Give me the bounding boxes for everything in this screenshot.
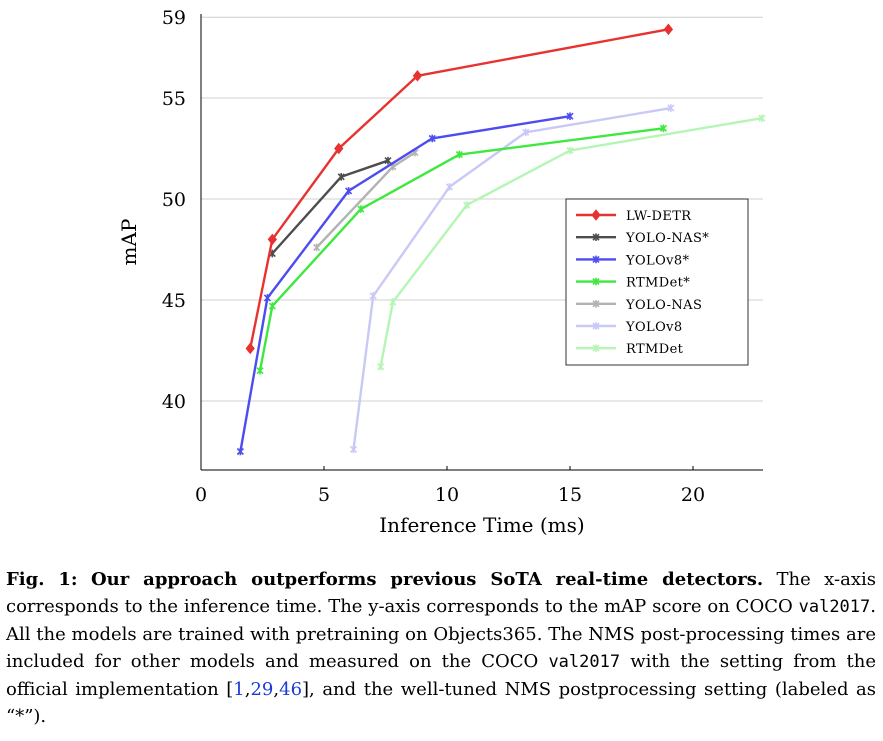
legend-marker-yolo-nas (592, 300, 600, 308)
point-yolov8-4 (667, 104, 675, 112)
series-yolo-nas-star (268, 156, 392, 258)
series-yolov8 (349, 104, 675, 454)
y-axis-label: mAP (117, 219, 141, 266)
series-lw-detr (245, 23, 674, 355)
y-tick-label-55: 55 (162, 88, 186, 110)
point-rtmdet-star-1 (268, 302, 276, 310)
citation-link-2[interactable]: 29 (250, 679, 274, 700)
point-yolov8-1 (369, 292, 377, 300)
x-axis-label: Inference Time (ms) (379, 513, 584, 537)
point-yolov8-0 (349, 445, 358, 454)
point-rtmdet-star-3 (455, 150, 463, 159)
point-rtmdet-star-4 (659, 124, 668, 133)
legend-marker-yolov8-star (592, 255, 600, 264)
legend-label-rtmdet: RTMDet (626, 342, 684, 357)
y-tick-label-40: 40 (162, 391, 186, 413)
x-tick-label-10: 10 (435, 484, 459, 506)
caption-text-1: The x-axis corresponds to the inference … (6, 569, 876, 617)
point-yolov8-star-2 (345, 187, 353, 195)
caption-code-2: val2017 (548, 652, 621, 672)
legend-label-lw-detr: LW-DETR (626, 209, 692, 224)
caption-label: Fig. 1: (6, 569, 78, 590)
caption-text-4: ], and the well-tuned NMS postprocessing… (6, 679, 876, 727)
tick-labels: 0 5 10 15 20 40 45 50 55 59 (162, 7, 705, 506)
caption-text-3: with the setting from the official imple… (6, 651, 876, 700)
figure-caption: Fig. 1: Our approach outperforms previou… (6, 569, 876, 727)
point-rtmdet-4 (758, 114, 766, 122)
legend-label-rtmdet-star: RTMDet* (626, 276, 690, 291)
series-layer (236, 23, 766, 456)
x-tick-label-5: 5 (318, 484, 330, 506)
point-rtmdet-0 (377, 362, 385, 371)
point-yolov8-2 (445, 183, 454, 191)
line-yolo-nas (315, 151, 416, 249)
legend-label-yolov8-star: YOLOv8* (625, 253, 690, 268)
legend-marker-yolo-nas-star (592, 233, 600, 241)
line-yolo-nas-star (271, 159, 389, 255)
y-tick-label-50: 50 (162, 189, 186, 211)
legend-label-yolo-nas: YOLO-NAS (625, 298, 702, 313)
point-yolov8-star-0 (236, 447, 244, 456)
legend-marker-rtmdet-star (592, 277, 600, 286)
point-yolo-nas-0 (313, 243, 321, 252)
legend-label-yolo-nas-star: YOLO-NAS* (625, 231, 709, 246)
y-tick-label-45: 45 (162, 290, 186, 312)
x-tick-label-0: 0 (195, 484, 207, 506)
point-yolov8-3 (522, 128, 530, 137)
point-yolov8-star-3 (428, 134, 436, 143)
caption-text-2: . All the models are trained with pretra… (6, 596, 876, 672)
legend-marker-lw-detr (591, 209, 601, 221)
axes-frame (200, 14, 763, 471)
legend: LW-DETR YOLO-NAS* YOLOv8* RTMDet* YOLO-NAS YO… (565, 198, 749, 366)
point-rtmdet-3 (566, 146, 574, 155)
point-rtmdet-2 (463, 201, 471, 209)
point-yolov8-star-4 (566, 112, 574, 120)
series-yolov8-star (236, 112, 574, 456)
chart-figure: 0 5 10 15 20 40 45 50 55 59 LW-DETR YOLO-NAS* YOLOv… (117, 7, 766, 537)
series-rtmdet-star (256, 124, 668, 375)
caption-headline: Our approach outperforms previous SoTA r… (90, 569, 764, 590)
legend-marker-yolov8 (592, 322, 600, 330)
line-chart: 0 5 10 15 20 40 45 50 55 59 LW-DETR YOLO-NAS* YOLOv… (117, 7, 766, 537)
caption-code-1: val2017 (798, 597, 871, 617)
point-rtmdet-star-2 (357, 205, 365, 213)
point-lw-detr-3 (412, 69, 423, 82)
point-yolov8-star-1 (263, 294, 271, 302)
x-tick-label-15: 15 (558, 484, 582, 506)
point-yolo-nas-star-2 (384, 156, 392, 165)
citation-link-3[interactable]: 46 (279, 679, 303, 700)
series-rtmdet (377, 114, 766, 371)
point-lw-detr-0 (245, 342, 255, 355)
point-lw-detr-1 (267, 233, 277, 246)
citation-link-1[interactable]: 1 (233, 679, 245, 700)
point-rtmdet-1 (389, 298, 397, 306)
y-tick-label-59: 59 (162, 7, 186, 29)
point-lw-detr-4 (663, 23, 674, 36)
series-yolo-nas (313, 148, 419, 252)
point-yolo-nas-star-1 (337, 172, 345, 181)
x-tick-label-20: 20 (681, 484, 705, 506)
legend-label-yolov8: YOLOv8 (625, 320, 683, 335)
legend-marker-rtmdet (592, 344, 600, 352)
point-lw-detr-2 (334, 142, 344, 155)
point-rtmdet-star-0 (256, 366, 264, 375)
